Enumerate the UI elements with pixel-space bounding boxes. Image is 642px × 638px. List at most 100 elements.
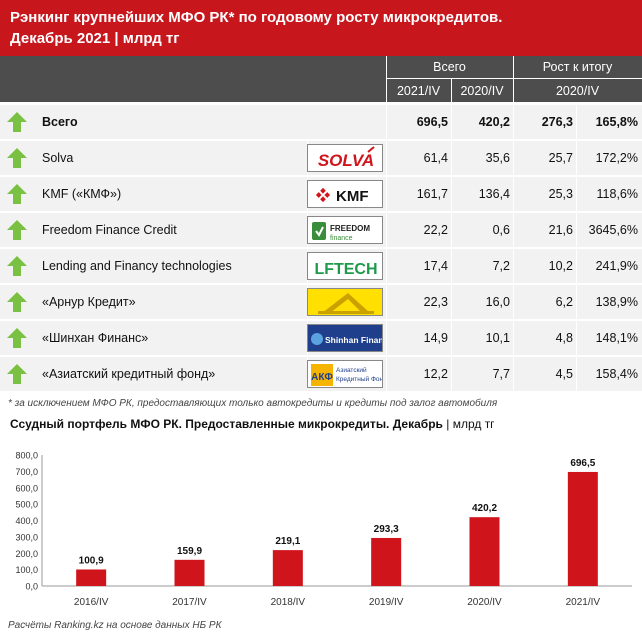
- y-tick-label: 0,0: [25, 582, 38, 592]
- company-name: Solva: [42, 151, 74, 165]
- y-tick-label: 300,0: [15, 532, 38, 542]
- chart-title: Ссудный портфель МФО РК. Предоставленные…: [10, 417, 495, 431]
- table-row: Всего 696,5 420,2 276,3 165,8%: [0, 105, 642, 139]
- company-logo: АКФ Азиатский Кредитный Фонд: [307, 360, 383, 388]
- company-name: Lending and Financy technologies: [42, 259, 232, 273]
- report-header: Рэнкинг крупнейших МФО РК* по годовому р…: [0, 0, 642, 56]
- bar-value-label: 159,9: [177, 546, 202, 557]
- table-row: Freedom Finance Credit 22,2 0,6 21,6 3645,6%…: [0, 213, 642, 247]
- value-v2020: 16,0: [485, 295, 510, 309]
- svg-text:Кредитный Фонд: Кредитный Фонд: [336, 375, 383, 383]
- bar: [174, 559, 205, 586]
- value-pct: 172,2%: [595, 151, 638, 165]
- svg-text:FREEDOM: FREEDOM: [330, 224, 370, 233]
- bar-chart: 0,0 100,0 200,0 300,0 400,0 500,0 600,0 700,0 80…: [15, 451, 632, 608]
- y-tick-label: 200,0: [15, 549, 38, 559]
- svg-text:finance: finance: [330, 235, 353, 242]
- value-pct: 138,9%: [595, 295, 638, 309]
- y-tick-label: 100,0: [15, 565, 38, 575]
- source-footer: Расчёты Ranking.kz на основе данных НБ Р…: [8, 620, 222, 631]
- table-row: Solva 61,4 35,6 25,7 172,2% SOLVA: [0, 141, 642, 175]
- company-logo: Shinhan Finance: [307, 324, 383, 352]
- value-v2021: 161,7: [416, 187, 448, 201]
- svg-text:Азиатский: Азиатский: [336, 366, 367, 374]
- bar: [371, 537, 402, 586]
- x-tick-label: 2021/IV: [566, 597, 601, 608]
- company-logo: SOLVA: [307, 144, 383, 172]
- value-abs: 6,2: [555, 295, 573, 309]
- y-tick-label: 500,0: [15, 500, 38, 510]
- bar: [567, 471, 598, 586]
- x-tick-label: 2017/IV: [172, 597, 207, 608]
- bar: [272, 550, 303, 586]
- company-logo: [307, 288, 383, 316]
- bar-value-label: 100,9: [79, 555, 104, 566]
- value-v2020: 7,2: [492, 259, 510, 273]
- bar-value-label: 696,5: [570, 458, 595, 469]
- value-v2021: 22,3: [423, 295, 448, 309]
- value-pct: 241,9%: [595, 259, 638, 273]
- svg-text:SOLVA: SOLVA: [318, 151, 374, 170]
- report-title: Рэнкинг крупнейших МФО РК* по годовому р…: [10, 9, 503, 26]
- company-name: «Азиатский кредитный фонд»: [42, 367, 216, 381]
- value-abs: 4,5: [555, 367, 573, 381]
- value-v2020: 0,6: [492, 223, 510, 237]
- up-arrow-icon: [7, 184, 27, 204]
- table-row: «Шинхан Финанс» 14,9 10,1 4,8 148,1% Shinhan …: [0, 321, 642, 355]
- value-v2021: 14,9: [423, 331, 448, 345]
- svg-text:Shinhan Finance: Shinhan Finance: [325, 335, 383, 345]
- table-row: «Арнур Кредит» 22,3 16,0 6,2 138,9%: [0, 285, 642, 319]
- value-v2021: 696,5: [416, 115, 448, 129]
- value-v2020: 420,2: [478, 115, 510, 129]
- company-name: Всего: [42, 115, 78, 129]
- company-logo: KMF: [307, 180, 383, 208]
- report-subtitle: Декабрь 2021 | млрд тг: [10, 30, 180, 47]
- company-name: KMF («КМФ»): [42, 187, 122, 201]
- value-pct: 148,1%: [595, 331, 638, 345]
- y-tick-label: 700,0: [15, 467, 38, 477]
- table-row: «Азиатский кредитный фонд» 12,2 7,7 4,5 158,…: [0, 357, 642, 391]
- up-arrow-icon: [7, 292, 27, 312]
- x-tick-label: 2020/IV: [467, 597, 502, 608]
- table-row: KMF («КМФ») 161,7 136,4 25,3 118,6% KMF: [0, 177, 642, 211]
- value-v2021: 12,2: [423, 367, 448, 381]
- value-v2020: 136,4: [478, 187, 510, 201]
- value-abs: 276,3: [541, 115, 573, 129]
- value-abs: 4,8: [555, 331, 573, 345]
- value-pct: 158,4%: [595, 367, 638, 381]
- value-abs: 25,7: [548, 151, 573, 165]
- y-tick-label: 600,0: [15, 483, 38, 493]
- value-v2020: 35,6: [485, 151, 510, 165]
- bar: [469, 517, 500, 586]
- value-abs: 10,2: [548, 259, 573, 273]
- up-arrow-icon: [7, 364, 27, 384]
- bar: [76, 569, 107, 586]
- up-arrow-icon: [7, 112, 27, 132]
- chart-unit: | млрд тг: [446, 417, 495, 431]
- company-logo: LFTECH: [307, 252, 383, 280]
- value-v2020: 10,1: [485, 331, 510, 345]
- header-col-growth-2020: 2020/IV: [555, 84, 600, 98]
- x-tick-label: 2016/IV: [74, 597, 109, 608]
- bar-value-label: 293,3: [374, 524, 399, 535]
- svg-text:LFTECH: LFTECH: [314, 261, 377, 278]
- header-col-2020: 2020/IV: [460, 84, 504, 98]
- value-abs: 21,6: [548, 223, 573, 237]
- up-arrow-icon: [7, 148, 27, 168]
- value-v2021: 61,4: [423, 151, 448, 165]
- table-row: Lending and Financy technologies 17,4 7,2 1…: [0, 249, 642, 283]
- header-col-2021: 2021/IV: [396, 84, 441, 98]
- up-arrow-icon: [7, 220, 27, 240]
- bar-value-label: 420,2: [472, 503, 497, 514]
- value-v2021: 22,2: [423, 223, 448, 237]
- table-header: Всего Рост к итогу 2021/IV 2020/IV 2020/…: [0, 56, 642, 102]
- header-group-total: Всего: [433, 60, 466, 74]
- y-tick-label: 400,0: [15, 516, 38, 526]
- value-v2020: 7,7: [492, 367, 510, 381]
- company-logo: FREEDOM finance: [307, 216, 383, 244]
- header-group-growth: Рост к итогу: [542, 60, 613, 74]
- svg-text:АКФ: АКФ: [311, 372, 333, 383]
- chart-title-text: Ссудный портфель МФО РК. Предоставленные…: [10, 417, 443, 431]
- value-pct: 165,8%: [595, 115, 638, 129]
- company-name: Freedom Finance Credit: [42, 223, 177, 237]
